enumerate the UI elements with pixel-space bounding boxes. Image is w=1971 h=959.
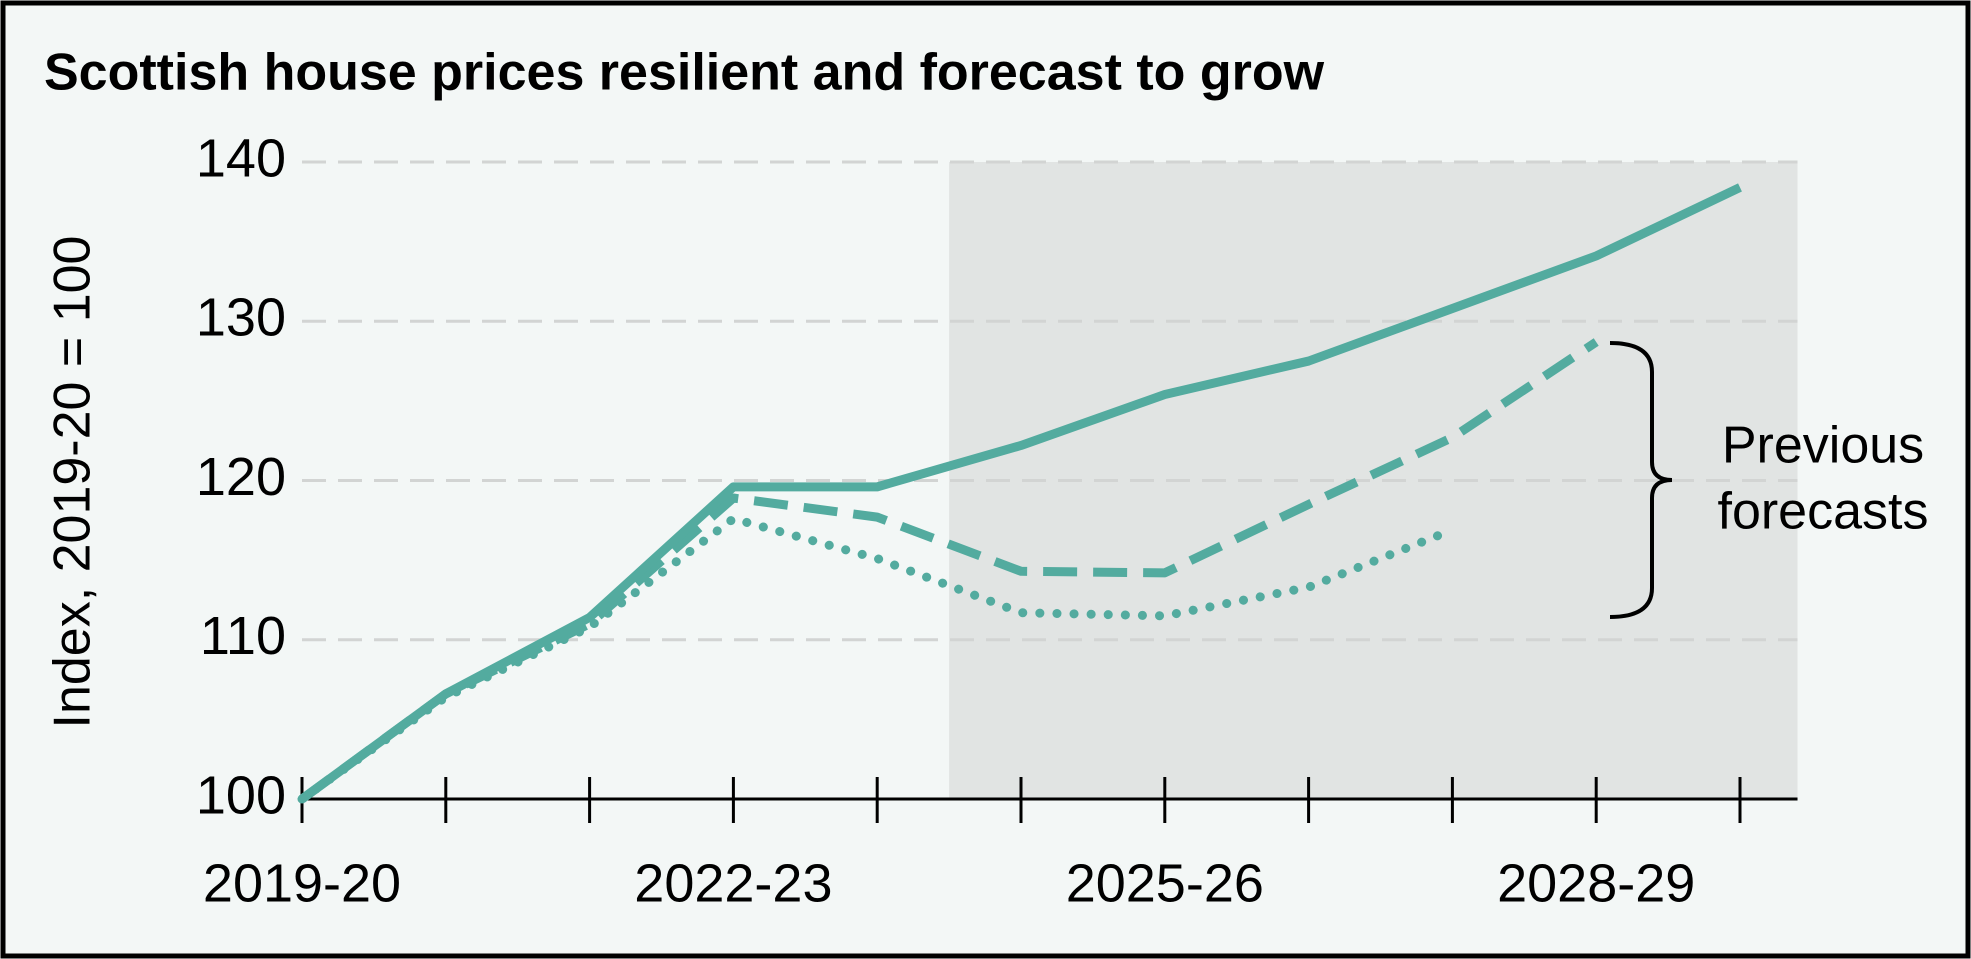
y-tick-label: 110 xyxy=(200,606,286,666)
x-tick-label: 2028-29 xyxy=(1497,853,1695,913)
series-line xyxy=(297,514,1457,804)
annotation: Previous xyxy=(1722,417,1924,475)
annotation: forecasts xyxy=(1718,483,1929,541)
x-tick-label: 2019-20 xyxy=(203,853,401,913)
x-tick-label: 2022-23 xyxy=(634,853,832,913)
series-line xyxy=(299,183,1742,803)
y-tick-label: 130 xyxy=(196,288,286,348)
y-axis-label: Index, 2019-20 = 100 xyxy=(44,236,102,729)
y-tick-label: 100 xyxy=(196,765,286,825)
y-tick-label: 140 xyxy=(196,128,286,188)
chart-title: Scottish house prices resilient and fore… xyxy=(44,44,1325,102)
y-tick-label: 120 xyxy=(196,447,286,507)
x-tick-label: 2025-26 xyxy=(1066,853,1264,913)
bracket xyxy=(1609,341,1673,619)
